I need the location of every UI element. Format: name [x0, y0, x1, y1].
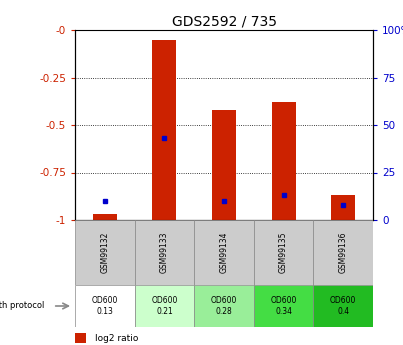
- Bar: [254, 285, 314, 327]
- Bar: [212, 110, 236, 220]
- Text: GSM99136: GSM99136: [339, 232, 348, 273]
- Text: GSM99135: GSM99135: [279, 232, 288, 273]
- Bar: [75, 285, 135, 327]
- Text: log2 ratio: log2 ratio: [95, 334, 138, 343]
- Bar: [75, 333, 86, 343]
- Bar: [75, 220, 135, 285]
- Text: OD600
0.21: OD600 0.21: [151, 296, 178, 316]
- Bar: [314, 285, 373, 327]
- Text: OD600
0.34: OD600 0.34: [270, 296, 297, 316]
- Text: GSM99134: GSM99134: [220, 232, 229, 273]
- Text: GSM99133: GSM99133: [160, 232, 169, 273]
- Text: OD600
0.13: OD600 0.13: [91, 296, 118, 316]
- Bar: [194, 220, 254, 285]
- Text: GSM99132: GSM99132: [100, 232, 109, 273]
- Bar: [314, 220, 373, 285]
- Text: OD600
0.4: OD600 0.4: [330, 296, 356, 316]
- Bar: [93, 214, 117, 220]
- Bar: [135, 285, 194, 327]
- Bar: [254, 220, 314, 285]
- Bar: [194, 285, 254, 327]
- Text: OD600
0.28: OD600 0.28: [211, 296, 237, 316]
- Bar: [152, 39, 177, 220]
- Title: GDS2592 / 735: GDS2592 / 735: [172, 15, 276, 29]
- Text: growth protocol: growth protocol: [0, 302, 45, 310]
- Bar: [331, 195, 355, 220]
- Bar: [135, 220, 194, 285]
- Bar: [272, 102, 295, 220]
